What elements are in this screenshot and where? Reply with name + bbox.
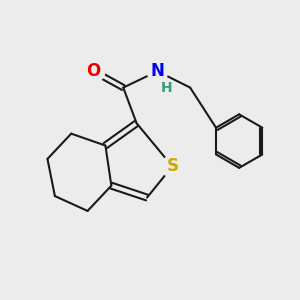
Point bbox=[170, 164, 175, 169]
Text: N: N bbox=[151, 62, 164, 80]
Text: S: S bbox=[166, 157, 178, 175]
Point bbox=[91, 69, 96, 74]
Text: O: O bbox=[86, 62, 101, 80]
Text: H: H bbox=[160, 81, 172, 94]
Point bbox=[155, 69, 160, 74]
Point bbox=[164, 85, 169, 90]
